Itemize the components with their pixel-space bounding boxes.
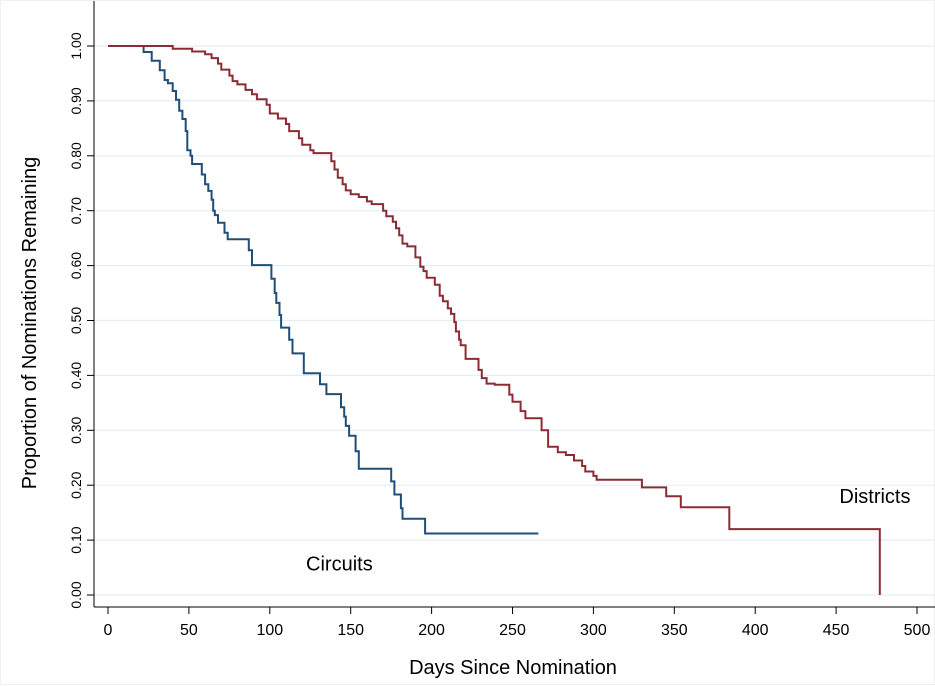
y-axis-title: Proportion of Nominations Remaining xyxy=(19,157,41,489)
x-tick-label: 500 xyxy=(904,622,931,639)
x-tick-label: 100 xyxy=(256,622,283,639)
y-tick-label: 0.70 xyxy=(68,197,84,224)
series-line-districts xyxy=(108,45,881,595)
x-tick-label: 300 xyxy=(580,622,607,639)
axes xyxy=(93,1,935,608)
y-tick-label: 0.40 xyxy=(68,362,84,389)
x-tick-label: 350 xyxy=(661,622,688,639)
y-tick-label: 0.80 xyxy=(68,142,84,169)
x-tick-label: 50 xyxy=(180,622,198,639)
y-tick-label: 0.10 xyxy=(68,526,84,553)
y-tick-label: 1.00 xyxy=(68,32,84,59)
x-tick-label: 150 xyxy=(337,622,364,639)
x-axis-ticks: 0 50 100 150 200 250 300 350 400 450 500 xyxy=(104,607,931,639)
y-tick-label: 0.20 xyxy=(68,471,84,498)
y-tick-label: 0.00 xyxy=(68,581,84,608)
series-label-districts: Districts xyxy=(839,486,910,508)
x-axis-title: Days Since Nomination xyxy=(409,657,617,679)
series-label-circuits: Circuits xyxy=(306,553,373,575)
gridlines xyxy=(94,45,935,596)
series-lines xyxy=(108,45,881,595)
x-tick-label: 250 xyxy=(499,622,526,639)
x-tick-label: 400 xyxy=(742,622,769,639)
y-tick-label: 0.30 xyxy=(68,416,84,443)
y-tick-label: 0.50 xyxy=(68,307,84,334)
x-tick-label: 0 xyxy=(104,622,113,639)
y-tick-label: 0.60 xyxy=(68,252,84,279)
x-tick-label: 200 xyxy=(418,622,445,639)
y-axis-ticks: 0.00 0.10 0.20 0.30 0.40 0.50 0.60 0.70 0.80 0.90… xyxy=(68,32,94,609)
x-tick-label: 450 xyxy=(823,622,850,639)
series-line-circuits xyxy=(108,45,539,535)
y-tick-label: 0.90 xyxy=(68,87,84,114)
series-labels: Circuits Districts xyxy=(306,486,910,576)
